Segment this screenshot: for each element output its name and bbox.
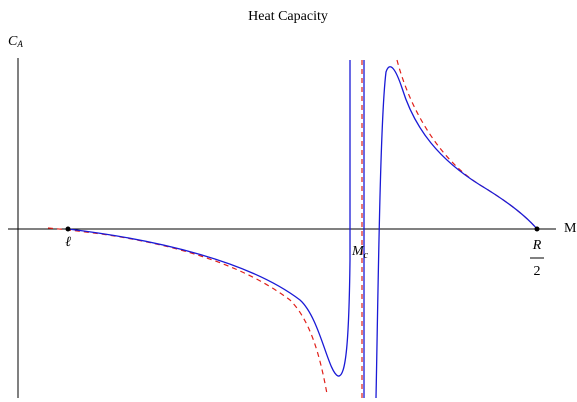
mc-main: M: [351, 244, 365, 259]
y-axis-label: CA: [8, 34, 23, 49]
x-axis-label: M: [564, 221, 577, 236]
ell-label: ℓ: [65, 235, 71, 250]
exact-left: [67, 60, 351, 377]
approx-right: [396, 59, 538, 230]
mc-sub: c: [364, 250, 369, 261]
chart-title: Heat Capacity: [248, 9, 328, 24]
exact-right: [375, 66, 538, 399]
half-r-denominator: 2: [534, 264, 541, 279]
approx-left: [47, 227, 328, 395]
half-r-numerator: R: [532, 238, 542, 253]
y-label-sub: A: [16, 39, 23, 49]
point-ell: [65, 226, 71, 232]
y-label-main: C: [8, 34, 18, 49]
exact-curve: [67, 60, 538, 399]
point-half-r: [534, 226, 540, 232]
mc-label: Mc: [351, 244, 369, 261]
